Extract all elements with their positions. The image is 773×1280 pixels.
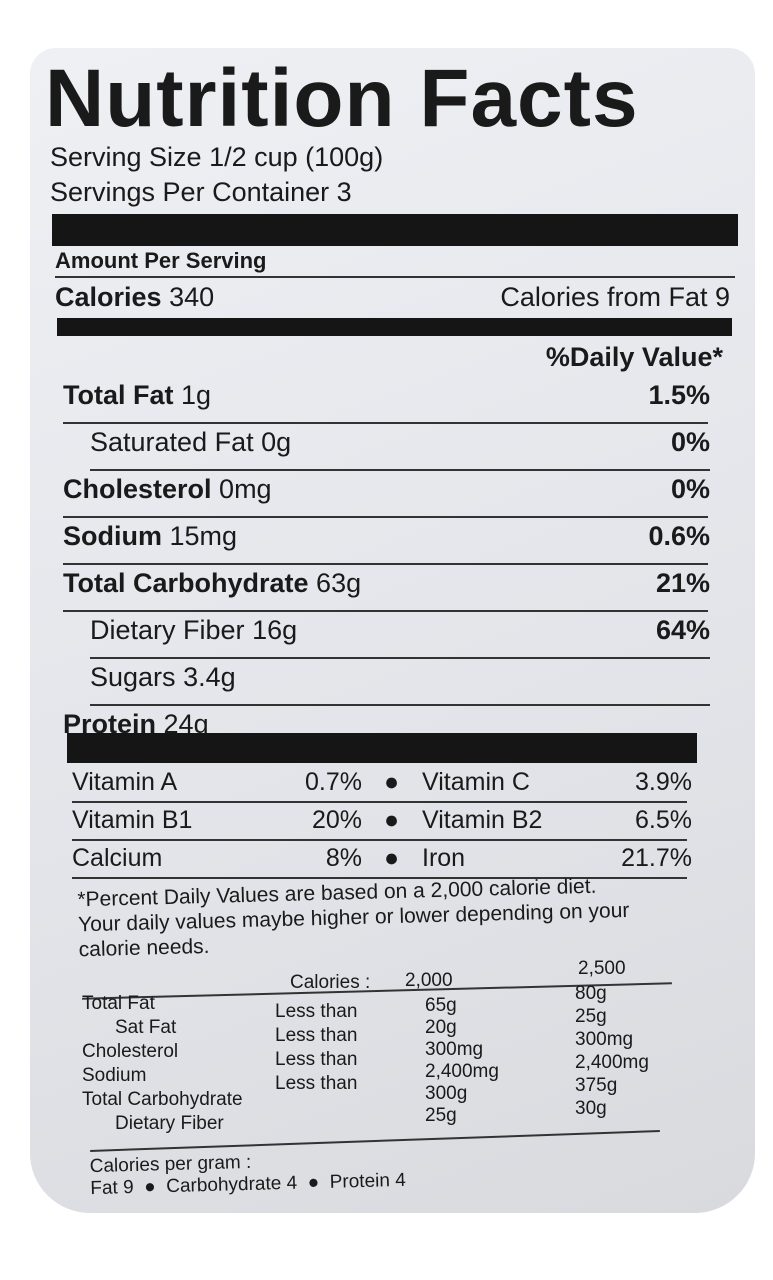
vitamin-label: Vitamin C — [422, 768, 530, 796]
dv-row-label: Sodium — [82, 1065, 147, 1086]
nutrient-dv: 1.5% — [648, 380, 710, 410]
vitamin-value: 0.7% — [305, 768, 362, 796]
nutrient-dv: 0% — [670, 427, 710, 457]
fat-per-gram: Fat 9 — [90, 1176, 134, 1200]
vitamin-value: 20% — [311, 806, 362, 834]
bullet-icon: ● — [384, 768, 400, 796]
divider — [63, 516, 708, 518]
nutrient-row: Dietary Fiber 16g 64% — [90, 615, 710, 646]
divider — [63, 610, 708, 612]
divider — [72, 839, 687, 841]
dv-row-2000: 300mg — [425, 1039, 484, 1060]
servings-per-container: Servings Per Container 3 — [50, 177, 352, 207]
dv-row-label: Sat Fat — [115, 1017, 177, 1038]
dv-row-2500: 300mg — [575, 1029, 634, 1050]
nutrient-amount: 15mg — [169, 521, 238, 551]
dv-header-label: Calories : — [290, 972, 371, 993]
dv-row-label: Total Carbohydrate — [82, 1089, 243, 1110]
label-title: Nutrition Facts — [45, 53, 639, 144]
nutrient-row: Total Carbohydrate 63g 21% — [63, 568, 710, 599]
dv-row-qualifier: Less than — [275, 1049, 358, 1070]
thick-divider — [52, 214, 738, 246]
nutrient-dv: 0% — [670, 474, 710, 504]
nutrient-label: Total Carbohydrate — [63, 568, 309, 598]
dv-row-2500: 80g — [575, 983, 607, 1004]
carb-per-gram: Carbohydrate 4 — [165, 1172, 298, 1198]
thick-divider — [67, 733, 697, 763]
calories-row: Calories 340 Calories from Fat 9 — [55, 282, 730, 313]
nutrient-label: Sodium — [63, 521, 162, 551]
bullet-icon: ● — [384, 806, 400, 834]
nutrient-amount: 16g — [252, 615, 298, 645]
dv-row-label: Total Fat — [82, 993, 155, 1014]
vitamin-label: Vitamin B1 — [72, 806, 193, 834]
dv-row-2500: 30g — [575, 1098, 607, 1119]
dv-row-label: Dietary Fiber — [115, 1113, 224, 1134]
dv-row-2500: 375g — [575, 1075, 618, 1096]
dv-row-label: Cholesterol — [82, 1041, 179, 1062]
nutrient-amount: 0mg — [219, 474, 272, 504]
nutrient-row: Sugars 3.4g — [90, 662, 710, 693]
vitamin-value: 21.7% — [621, 844, 692, 872]
vitamin-value: 8% — [325, 844, 362, 872]
footnote: *Percent Daily Values are based on a 2,0… — [77, 874, 630, 962]
divider — [90, 657, 710, 659]
serving-size: Serving Size 1/2 cup (100g) — [50, 142, 384, 172]
nutrient-label: Saturated Fat — [90, 427, 254, 457]
nutrient-dv: 64% — [655, 615, 710, 645]
nutrient-row: Saturated Fat 0g 0% — [90, 427, 710, 458]
nutrient-row: Cholesterol 0mg 0% — [63, 474, 710, 505]
divider — [90, 704, 710, 706]
dv-row-2500: 2,400mg — [575, 1052, 649, 1073]
vitamin-label: Vitamin B2 — [422, 806, 543, 834]
vitamin-value: 6.5% — [635, 806, 692, 834]
nutrient-amount: 63g — [316, 568, 362, 598]
amount-per-serving: Amount Per Serving — [55, 248, 267, 273]
nutrient-amount: 1g — [181, 380, 212, 410]
nutrient-label: Sugars — [90, 662, 176, 692]
dv-row-qualifier: Less than — [275, 1001, 358, 1022]
divider — [55, 276, 735, 278]
daily-value-header: %Daily Value* — [545, 342, 723, 372]
dv-row-2000: 20g — [425, 1017, 457, 1038]
nutrient-row: Sodium 15mg 0.6% — [63, 521, 710, 552]
divider — [63, 422, 708, 424]
calories-value: 340 — [169, 282, 215, 312]
dv-row-qualifier: Less than — [275, 1073, 358, 1094]
vitamin-label: Vitamin A — [72, 768, 178, 796]
nutrient-label: Cholesterol — [63, 474, 212, 504]
dv-header-2500: 2,500 — [578, 958, 626, 979]
vitamin-label: Iron — [422, 844, 466, 872]
calories-label: Calories — [55, 282, 162, 312]
dv-row-2000: 2,400mg — [425, 1061, 499, 1082]
protein-per-gram: Protein 4 — [329, 1169, 407, 1193]
calories-per-gram: Calories per gram : Fat 9 ● Carbohydrate… — [89, 1148, 406, 1200]
vitamin-label: Calcium — [72, 844, 163, 872]
nutrient-label: Total Fat — [63, 380, 174, 410]
vitamin-value: 3.9% — [635, 768, 692, 796]
nutrient-row: Total Fat 1g 1.5% — [63, 380, 710, 411]
dv-row-2000: 25g — [425, 1105, 457, 1126]
bullet-icon: ● — [384, 844, 400, 872]
divider — [72, 877, 687, 879]
nutrient-dv: 0.6% — [648, 521, 710, 551]
dv-row-qualifier: Less than — [275, 1025, 358, 1046]
nutrient-dv: 21% — [655, 568, 710, 598]
dv-row-2000: 65g — [425, 995, 457, 1016]
medium-divider — [57, 318, 732, 336]
nutrient-amount: 3.4g — [183, 662, 236, 692]
calories-from-fat: Calories from Fat 9 — [500, 282, 730, 312]
divider — [72, 801, 687, 803]
nutrient-amount: 0g — [261, 427, 292, 457]
nutrient-label: Dietary Fiber — [90, 615, 245, 645]
dv-header-2000: 2,000 — [405, 970, 453, 991]
divider — [63, 563, 708, 565]
divider — [90, 469, 710, 471]
dv-row-2500: 25g — [575, 1006, 607, 1027]
dv-row-2000: 300g — [425, 1083, 468, 1104]
